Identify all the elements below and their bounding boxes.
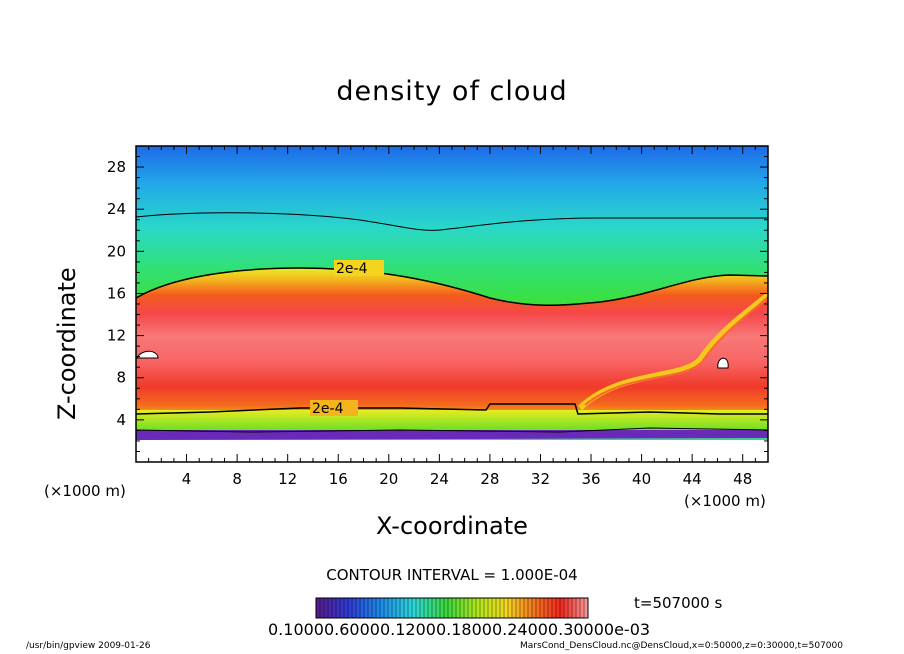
- x-tick-label: 40: [632, 470, 651, 488]
- y-tick-label: 16: [107, 284, 126, 302]
- x-tick-label: 16: [329, 470, 348, 488]
- x-tick-label: 48: [733, 470, 752, 488]
- y-tick-label: 4: [116, 411, 126, 429]
- contour-low: [136, 427, 768, 433]
- contour-label-bg-lower: [310, 400, 358, 416]
- contour-interval: CONTOUR INTERVAL = 1.000E-04: [326, 566, 578, 584]
- x-tick-label: 44: [683, 470, 702, 488]
- x-axis-label: X-coordinate: [376, 512, 528, 540]
- contour-2e4-lower: [136, 403, 768, 415]
- x-tick-label: 12: [278, 470, 297, 488]
- y-axis-label: Z-coordinate: [53, 267, 81, 420]
- y-tick-label: 24: [107, 200, 126, 218]
- x-tick-label: 28: [480, 470, 499, 488]
- colorbar-divisions: [319, 598, 585, 618]
- density-field: [136, 146, 768, 462]
- x-unit-left: (×1000 m): [44, 482, 126, 500]
- y-tick-label: 12: [107, 327, 126, 345]
- time-label: t=507000 s: [634, 594, 723, 612]
- x-tick-label: 4: [182, 470, 192, 488]
- x-unit-right: (×1000 m): [684, 492, 766, 510]
- y-tick-label: 8: [116, 369, 126, 387]
- footer-left: /usr/bin/gpview 2009-01-26: [26, 641, 151, 651]
- x-tick-label: 32: [531, 470, 550, 488]
- y-tick-label: 28: [107, 158, 126, 176]
- warm-band: [136, 268, 768, 420]
- ground-purple: [136, 430, 768, 440]
- x-tick-label: 20: [379, 470, 398, 488]
- contour-2e4-upper: [136, 267, 768, 307]
- plume: [577, 292, 768, 411]
- cloud-patch-right: [717, 357, 729, 369]
- cloud-patch-left: [136, 350, 159, 359]
- footer-right: MarsCond_DensCloud.nc@DensCloud,x=0:5000…: [520, 641, 843, 651]
- chart-title: density of cloud: [336, 76, 568, 107]
- contour-label-bg-upper: [334, 260, 384, 276]
- x-tick-label: 8: [232, 470, 242, 488]
- contour-label-lower: 2e-4: [312, 401, 344, 417]
- contour-label-upper: 2e-4: [336, 261, 368, 277]
- x-tick-label: 24: [430, 470, 449, 488]
- ground-band: [136, 440, 768, 462]
- colorbar-labels: 0.10000.60000.12000.18000.24000.30000e-0…: [268, 620, 651, 639]
- contour-upper: [136, 212, 768, 231]
- x-tick-label: 36: [581, 470, 600, 488]
- y-tick-label: 20: [107, 242, 126, 260]
- plume-inner: [584, 296, 768, 406]
